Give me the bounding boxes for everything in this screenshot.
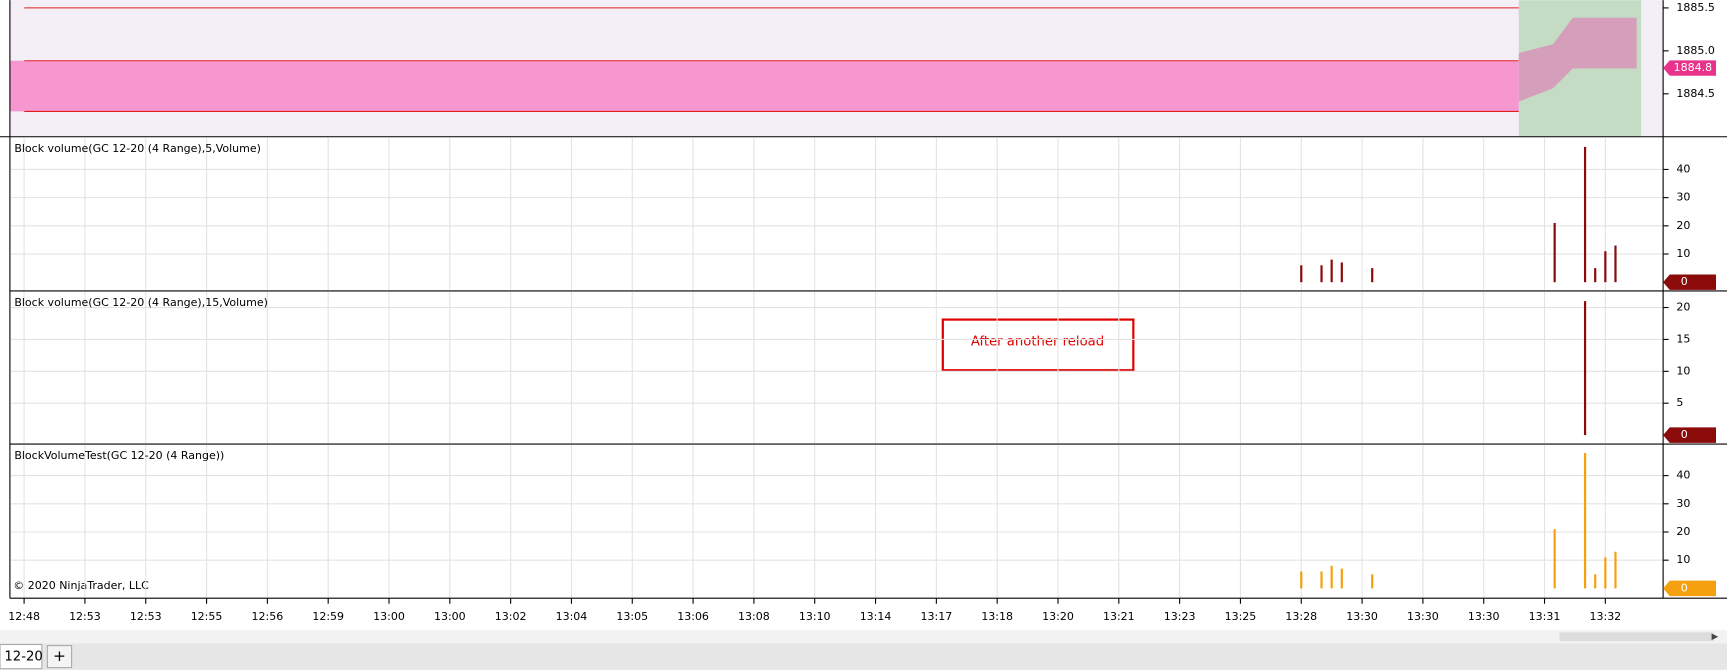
- x-tick-label: 13:18: [981, 610, 1013, 623]
- x-tick-label: 13:04: [556, 610, 588, 623]
- last-value-label: 0: [1681, 275, 1688, 288]
- x-tick-label: 13:30: [1407, 610, 1439, 623]
- x-tick-label: 13:10: [799, 610, 831, 623]
- scroll-thumb[interactable]: [1559, 632, 1714, 642]
- last-value-label: 0: [1681, 581, 1688, 594]
- bar: [1330, 259, 1333, 283]
- panel-title: Block volume(GC 12-20 (4 Range),15,Volum…: [14, 296, 268, 309]
- last-value-label: 0: [1681, 428, 1688, 441]
- bar: [1340, 568, 1343, 589]
- x-tick-label: 13:05: [616, 610, 648, 623]
- tab-bar: [0, 643, 1727, 670]
- bar: [1583, 301, 1587, 436]
- bar: [1553, 529, 1556, 589]
- bar: [1604, 557, 1607, 589]
- bar: [1604, 251, 1607, 283]
- bar: [1583, 453, 1587, 589]
- y-tick-label: 10: [1676, 364, 1690, 377]
- panel-title: BlockVolumeTest(GC 12-20 (4 Range)): [14, 449, 224, 462]
- y-tick-label: 30: [1676, 191, 1690, 204]
- bar: [1614, 245, 1617, 283]
- annotation: After another reload: [971, 335, 1104, 350]
- x-tick-label: 12:59: [312, 610, 344, 623]
- x-tick-label: 12:48: [8, 610, 40, 623]
- price-marker-label: 1884.8: [1674, 61, 1713, 74]
- tab-label[interactable]: 12-20: [4, 650, 42, 665]
- panel-title: Block volume(GC 12-20 (4 Range),5,Volume…: [14, 142, 261, 155]
- bar: [1371, 574, 1374, 589]
- y-tick-label: 5: [1676, 396, 1683, 409]
- y-tick-label: 30: [1676, 497, 1690, 510]
- y-tick-label: 10: [1676, 553, 1690, 566]
- y-tick-label: 1884.5: [1676, 87, 1715, 100]
- x-tick-label: 13:23: [1164, 610, 1196, 623]
- tab[interactable]: [0, 643, 43, 670]
- last-value-marker: [1663, 274, 1716, 290]
- x-tick-label: 13:25: [1225, 610, 1257, 623]
- bar: [1594, 574, 1597, 589]
- y-tick-label: 20: [1676, 525, 1690, 538]
- scroll-arrow[interactable]: [1711, 633, 1719, 641]
- price-marker: [1663, 60, 1716, 76]
- bar: [1340, 262, 1343, 283]
- bar: [1553, 223, 1556, 283]
- x-tick-label: 13:06: [677, 610, 709, 623]
- y-tick-label: 10: [1676, 247, 1690, 260]
- x-tick-label: 13:00: [434, 610, 466, 623]
- x-tick-label: 12:56: [252, 610, 284, 623]
- bar: [1320, 571, 1323, 589]
- bar: [1300, 265, 1303, 283]
- y-tick-label: 1885.0: [1676, 44, 1715, 57]
- x-tick-label: 13:20: [1042, 610, 1074, 623]
- annotation-box: [941, 318, 1135, 372]
- bar: [1614, 551, 1617, 589]
- x-tick-label: 13:32: [1589, 610, 1621, 623]
- y-tick-label: 1885.5: [1676, 1, 1715, 14]
- x-tick-label: 13:14: [860, 610, 892, 623]
- y-tick-label: 40: [1676, 162, 1690, 175]
- x-tick-label: 13:30: [1346, 610, 1378, 623]
- last-value-marker: [1663, 580, 1716, 597]
- y-tick-label: 40: [1676, 469, 1690, 482]
- x-tick-label: 13:00: [373, 610, 405, 623]
- x-tick-label: 12:53: [69, 610, 101, 623]
- projection-band: [1518, 17, 1637, 102]
- bar: [1320, 265, 1323, 283]
- bar: [1330, 565, 1333, 589]
- x-tick-label: 13:28: [1285, 610, 1317, 623]
- x-tick-label: 13:30: [1468, 610, 1500, 623]
- x-tick-label: 13:21: [1103, 610, 1135, 623]
- x-tick-label: 13:02: [495, 610, 527, 623]
- x-tick-label: 12:55: [191, 610, 223, 623]
- x-tick-label: 13:31: [1529, 610, 1561, 623]
- y-tick-label: 20: [1676, 301, 1690, 314]
- scrollbar[interactable]: [0, 630, 1727, 644]
- last-value-marker: [1663, 427, 1716, 443]
- bar: [1583, 146, 1587, 283]
- copyright: © 2020 NinjaTrader, LLC: [13, 579, 149, 592]
- y-tick-label: 20: [1676, 219, 1690, 232]
- bar: [1594, 268, 1597, 283]
- bar: [1371, 268, 1374, 283]
- x-tick-label: 13:17: [921, 610, 953, 623]
- chart-layer: 12:48 12:53 12:53 12:55 12:56 12:59 13:00 13:00…: [8, 1, 1716, 623]
- bar: [1300, 571, 1303, 589]
- y-tick-label: 15: [1676, 332, 1690, 345]
- x-tick-label: 12:53: [130, 610, 162, 623]
- band: [9, 60, 1519, 112]
- add-tab-button[interactable]: [46, 645, 73, 669]
- x-tick-label: 13:08: [738, 610, 770, 623]
- add-tab-label[interactable]: +: [53, 647, 66, 665]
